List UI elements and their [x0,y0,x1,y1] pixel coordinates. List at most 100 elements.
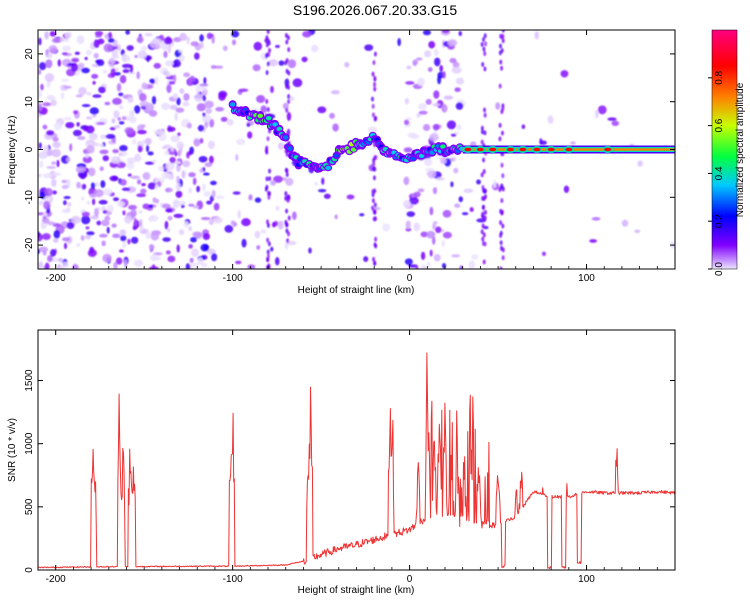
spectrogram-cell [137,145,143,153]
spectrogram-cell [38,249,41,254]
spectrogram-cell [173,74,177,83]
spectrogram-cell [86,200,91,205]
spectrogram-cell [570,141,576,145]
spectrogram-cell [211,190,216,198]
spectrogram-ridge-cell [257,113,264,119]
spectrogram-cell [206,248,216,255]
spectrogram-cell [192,205,200,209]
spectrogram-streak-cell [500,210,504,216]
spectrogram-cell [469,207,474,212]
spectrogram-cell [134,105,141,114]
spectrogram-cell [110,59,116,65]
spectrogram-cell [188,172,196,178]
spectrogram-streak-cell [500,48,504,54]
spectrogram-cell [175,190,183,198]
spectrogram-streak-cell [268,168,272,174]
spectrogram-ylabel: Frequency (Hz) [7,116,18,185]
spectrogram-cell [427,67,433,73]
spectrogram-cell [446,120,457,130]
spectrogram-cell [76,122,80,127]
spectrogram-cell [344,61,350,68]
spectrogram-cell [207,140,215,150]
spectrogram-cell [413,191,421,198]
spectrogram-cell [110,68,116,77]
spectrogram-cell [74,51,80,56]
spectrogram-streak-cell [266,30,270,35]
spectrogram-cell [441,240,446,247]
spectrogram-cell [495,102,501,110]
spectrogram-cell [420,231,429,238]
spectrogram-streak-cell [498,122,502,128]
spectrogram-ytick-label: 20 [24,48,35,60]
spectrogram-cell [329,112,335,119]
spectrogram-cell [434,57,441,67]
snr-xtick-label: -200 [46,574,66,585]
spectrogram-cell [66,206,71,212]
spectrogram-cell [164,187,173,193]
spectrogram-cell [136,71,140,80]
spectrogram-cell [192,177,197,186]
spectrogram-cell [92,142,100,147]
spectrogram-cell [127,173,132,177]
spectrogram-cell [145,230,151,240]
spectrogram-cell [270,246,274,252]
spectrogram-cell [71,62,79,72]
spectrogram-cell [105,133,116,140]
spectrogram-streak-cell [266,107,270,113]
spectrogram-streak-cell [480,213,484,219]
spectrogram-cell [194,93,204,103]
spectrogram-tone-blob-core [519,147,527,152]
spectrogram-cell [111,223,117,228]
spectrogram-cell [86,125,95,134]
spectrogram-cell [134,153,142,162]
spectrogram-cell [437,75,442,85]
spectrogram-cell [90,182,96,189]
spectrogram-cell [113,261,118,269]
spectrogram-cell [450,181,454,188]
spectrogram-cell [127,238,131,245]
spectrogram-cell [136,35,144,44]
spectrogram-cell [94,30,104,36]
spectrogram-xtick-label: 100 [578,273,595,284]
spectrogram-streak-cell [483,33,487,39]
spectrogram-cell [50,249,57,257]
spectrogram-cell [252,64,261,72]
spectrogram-cell [41,217,50,224]
spectrogram-streak-cell [501,30,505,33]
spectrogram-cell [346,194,355,200]
spectrogram-cell [183,72,191,78]
spectrogram-cell [176,141,185,150]
spectrogram-cell [202,112,206,117]
spectrogram-cell [424,50,432,58]
spectrogram-cell [208,218,214,226]
spectrogram-cell [96,121,106,126]
spectrogram-streak-cell [500,198,504,204]
spectrogram-streak-cell [372,256,376,262]
spectrogram-tone-blob-core [476,147,484,152]
spectrogram-cell [253,41,263,51]
spectrogram-cell [334,214,338,220]
spectrogram-cell [94,207,99,217]
spectrogram-cell [42,250,47,256]
spectrogram-streak-cell [483,66,487,72]
spectrogram-cell [118,92,124,97]
spectrogram-cell [122,69,130,74]
spectrogram-cell [130,175,141,179]
spectrogram-streak-cell [499,230,503,236]
spectrogram-cell [429,133,439,142]
spectrogram-cell [406,65,412,70]
spectrogram-cell [52,136,59,142]
spectrogram-cell [364,44,374,51]
spectrogram-cell [427,169,437,179]
spectrogram-streak-cell [498,187,502,193]
spectrogram-cell [175,182,181,191]
spectrogram-cell [281,177,288,182]
spectrogram-cell [404,97,410,105]
spectrogram-cell [60,92,65,100]
spectrogram-cell [113,110,120,119]
spectrogram-cell [591,216,601,221]
spectrogram-cell [186,151,190,159]
spectrogram-cell [150,231,160,241]
spectrogram-xlabel: Height of straight line (km) [298,285,415,296]
spectrogram-streak-cell [373,166,377,172]
